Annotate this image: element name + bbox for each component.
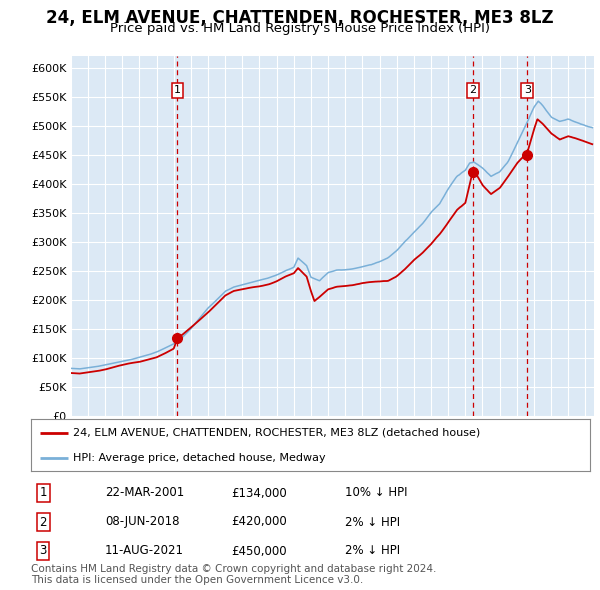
Text: £450,000: £450,000 — [231, 545, 287, 558]
Text: 22-MAR-2001: 22-MAR-2001 — [105, 487, 184, 500]
Text: £134,000: £134,000 — [231, 487, 287, 500]
Text: Price paid vs. HM Land Registry's House Price Index (HPI): Price paid vs. HM Land Registry's House … — [110, 22, 490, 35]
Text: 1: 1 — [40, 487, 47, 500]
Text: 08-JUN-2018: 08-JUN-2018 — [105, 516, 179, 529]
Text: 2% ↓ HPI: 2% ↓ HPI — [345, 516, 400, 529]
Text: 3: 3 — [524, 85, 531, 95]
Text: £420,000: £420,000 — [231, 516, 287, 529]
Text: 2: 2 — [469, 85, 476, 95]
Text: 2% ↓ HPI: 2% ↓ HPI — [345, 545, 400, 558]
Text: HPI: Average price, detached house, Medway: HPI: Average price, detached house, Medw… — [73, 453, 326, 463]
Text: 2: 2 — [40, 516, 47, 529]
Text: 3: 3 — [40, 545, 47, 558]
Text: Contains HM Land Registry data © Crown copyright and database right 2024.
This d: Contains HM Land Registry data © Crown c… — [31, 563, 437, 585]
Text: 1: 1 — [174, 85, 181, 95]
Text: 11-AUG-2021: 11-AUG-2021 — [105, 545, 184, 558]
Text: 24, ELM AVENUE, CHATTENDEN, ROCHESTER, ME3 8LZ: 24, ELM AVENUE, CHATTENDEN, ROCHESTER, M… — [46, 9, 554, 28]
Text: 24, ELM AVENUE, CHATTENDEN, ROCHESTER, ME3 8LZ (detached house): 24, ELM AVENUE, CHATTENDEN, ROCHESTER, M… — [73, 428, 481, 438]
Text: 10% ↓ HPI: 10% ↓ HPI — [345, 487, 407, 500]
